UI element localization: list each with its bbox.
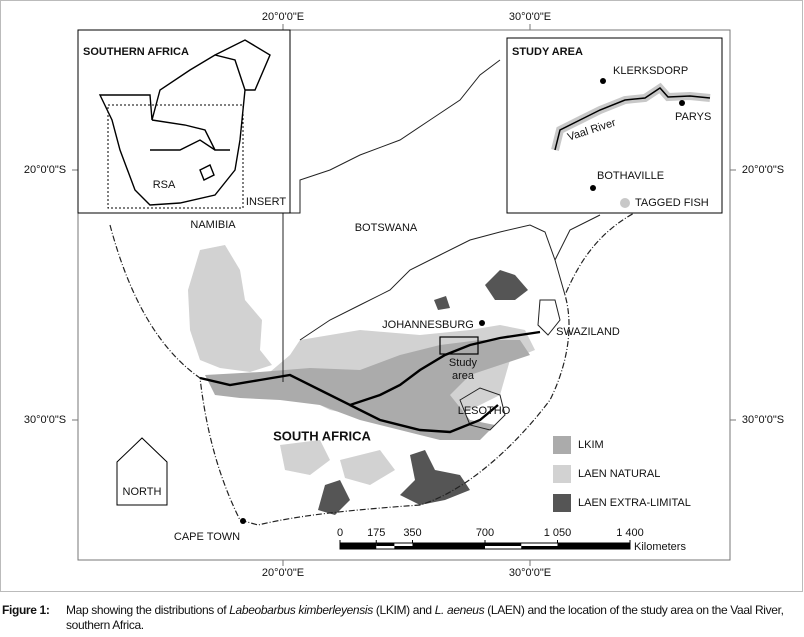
legend-swatch <box>553 494 571 512</box>
rivers <box>199 330 541 434</box>
graticule-label: 20°0'0"E <box>262 567 304 579</box>
graticule-label: 30°0'0"E <box>509 567 551 579</box>
bothaville-dot <box>590 185 596 191</box>
insert-title: SOUTHERN AFRICA <box>83 46 189 58</box>
study-area-box <box>439 336 479 355</box>
graticule-label: 30°0'0"E <box>509 11 551 23</box>
caption-part: (LKIM) and <box>372 603 435 617</box>
graticule-ticks <box>72 24 736 566</box>
study-area-title: STUDY AREA <box>512 46 583 58</box>
caption-label: Figure 1: <box>2 603 50 617</box>
legend-label: LAEN NATURAL <box>578 468 660 480</box>
vaal-river <box>554 87 711 151</box>
country-label: BOTSWANA <box>355 222 418 234</box>
scale-segment <box>557 543 630 549</box>
insert-extent <box>107 104 244 209</box>
caption-part: (LAEN) and the location of the study are… <box>66 603 784 632</box>
city-label: CAPE TOWN <box>174 531 240 543</box>
scale-segment <box>521 546 558 549</box>
study-label: area <box>452 370 475 382</box>
caption-text: Map showing the distributions of Labeoba… <box>66 603 800 633</box>
country-label: SOUTH AFRICA <box>273 428 371 443</box>
scale-segment <box>340 543 377 549</box>
klerksdorp-dot <box>600 78 606 84</box>
map-frame <box>77 29 731 561</box>
caption-species: Labeobarbus kimberleyensis <box>229 603 373 617</box>
scale-label: 1 050 <box>544 527 572 539</box>
graticule-label: 20°0'0"S <box>742 164 784 176</box>
north-label: NORTH <box>123 486 162 498</box>
tagged-fish-label: TAGGED FISH <box>635 197 709 209</box>
study-area-inset <box>506 37 723 214</box>
laen-extra-limital <box>318 270 528 515</box>
north-arrow <box>116 437 168 506</box>
scale-unit: Kilometers <box>634 541 686 553</box>
study-label: Study <box>449 357 478 369</box>
johannesburg-dot <box>479 320 485 326</box>
parys-dot <box>679 100 685 106</box>
caption-part: Map showing the distributions of <box>66 603 230 617</box>
scale-segment <box>376 543 395 546</box>
legend-swatch <box>553 436 571 454</box>
graticule-label: 20°0'0"E <box>262 11 304 23</box>
coastline <box>109 94 706 526</box>
graticule-label: 30°0'0"S <box>742 414 784 426</box>
caption-species: L. aeneus <box>434 603 485 617</box>
tagged-fish-symbol <box>620 198 630 208</box>
lkim <box>205 340 530 440</box>
scale-label: 350 <box>403 527 421 539</box>
scale-segment <box>394 546 413 549</box>
scale-label: 175 <box>367 527 385 539</box>
country-label: LESOTHO <box>458 405 511 417</box>
legend-label: LAEN EXTRA-LIMITAL <box>578 497 691 509</box>
scale-label: 700 <box>476 527 494 539</box>
insert-map <box>98 39 271 206</box>
legend-swatch <box>553 465 571 483</box>
map: SOUTHERN AFRICA RSA INSERT STUDY AREA KL… <box>0 0 803 592</box>
country-label: NAMIBIA <box>190 219 236 231</box>
graticule-label: 30°0'0"S <box>24 414 66 426</box>
insert-label: INSERT <box>246 196 286 208</box>
insert-box <box>77 29 291 214</box>
scale-bar: 0 175 350 700 1 050 1 400 Kilometers <box>337 527 687 553</box>
place-label: KLERKSDORP <box>613 65 688 77</box>
scale-label: 0 <box>337 527 343 539</box>
graticule-label: 20°0'0"S <box>24 164 66 176</box>
country-label: SWAZILAND <box>556 326 620 338</box>
cape-town-dot <box>240 518 246 524</box>
figure-border <box>0 0 803 592</box>
scale-segment <box>412 543 485 549</box>
insert-country: RSA <box>153 179 176 191</box>
legend-label: LKIM <box>578 439 604 451</box>
legend: LKIM LAEN NATURAL LAEN EXTRA-LIMITAL <box>553 436 691 512</box>
scale-segment <box>485 543 522 546</box>
place-label: PARYS <box>675 111 711 123</box>
city-label: JOHANNESBURG <box>382 319 474 331</box>
scale-label: 1 400 <box>616 527 644 539</box>
place-label: BOTHAVILLE <box>597 170 664 182</box>
